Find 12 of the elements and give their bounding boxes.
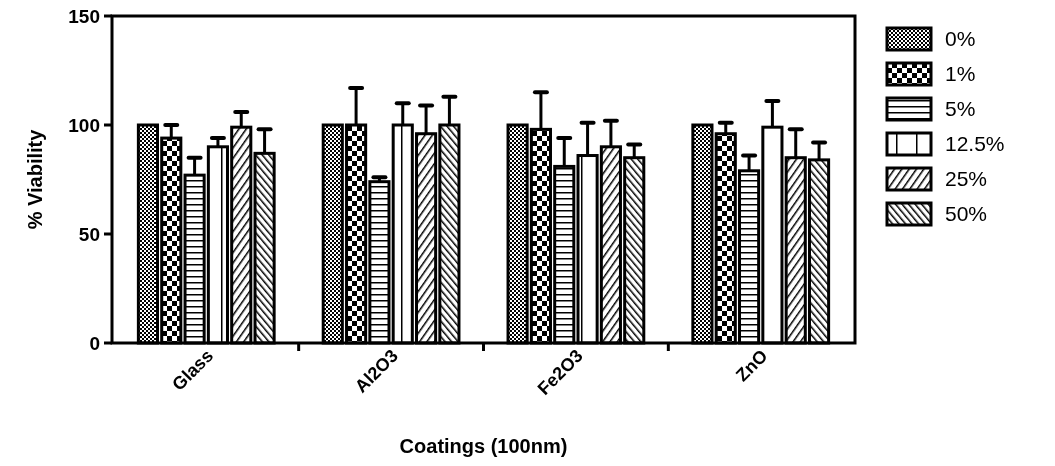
legend-label: 5%	[945, 97, 976, 121]
legend-label: 50%	[945, 202, 988, 226]
y-tick-label: 0	[89, 332, 100, 354]
legend-label: 12.5%	[945, 132, 1005, 156]
y-tick-label: 50	[78, 223, 100, 245]
x-axis-title: Coatings (100nm)	[399, 435, 568, 457]
legend-label: 0%	[945, 27, 976, 51]
legend-label: 1%	[945, 62, 976, 86]
y-tick-label: 150	[68, 5, 100, 27]
legend-label: 25%	[945, 167, 988, 191]
y-axis-title: % Viability	[24, 128, 46, 230]
y-tick-label: 100	[68, 114, 100, 136]
